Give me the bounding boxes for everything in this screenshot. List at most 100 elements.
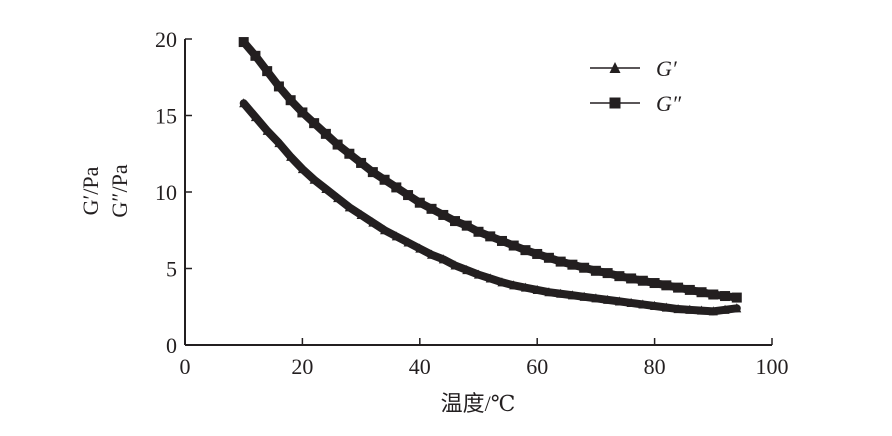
legend-entry: G′ bbox=[590, 56, 678, 81]
data-point bbox=[274, 137, 284, 148]
data-point bbox=[708, 289, 719, 300]
x-tick-label: 60 bbox=[526, 354, 548, 379]
x-tick-label: 80 bbox=[644, 354, 666, 379]
data-point bbox=[661, 302, 671, 312]
x-axis-title: 温度/℃ bbox=[441, 391, 516, 416]
data-point bbox=[262, 66, 273, 77]
data-point bbox=[591, 293, 601, 303]
y-tick-label: 5 bbox=[166, 257, 177, 282]
data-point bbox=[309, 174, 319, 184]
data-point bbox=[438, 209, 449, 220]
data-point bbox=[344, 148, 355, 159]
data-point bbox=[450, 260, 460, 270]
y-tick-label: 10 bbox=[155, 180, 177, 205]
data-point bbox=[391, 231, 401, 241]
data-point bbox=[614, 296, 624, 306]
data-point bbox=[696, 287, 707, 298]
data-point bbox=[673, 282, 684, 293]
data-point bbox=[438, 254, 448, 264]
data-point bbox=[380, 225, 390, 235]
data-point bbox=[321, 183, 331, 193]
data-point bbox=[603, 294, 613, 304]
data-point bbox=[532, 248, 543, 259]
data-point bbox=[708, 306, 718, 316]
data-point bbox=[297, 164, 307, 174]
data-point bbox=[368, 217, 378, 227]
data-point bbox=[427, 249, 437, 259]
series-g-prime bbox=[239, 98, 742, 316]
data-point bbox=[685, 304, 695, 314]
data-point bbox=[356, 209, 366, 219]
data-point bbox=[379, 174, 390, 185]
data-point bbox=[637, 275, 648, 286]
y-axis-title-g-double-prime: G″/Pa bbox=[107, 164, 132, 217]
legend-label: G″ bbox=[656, 91, 682, 116]
data-point bbox=[250, 111, 260, 122]
data-point bbox=[473, 226, 484, 237]
data-point bbox=[720, 291, 731, 302]
x-tick-label: 20 bbox=[291, 354, 313, 379]
data-point bbox=[532, 284, 542, 294]
series-layer bbox=[238, 37, 742, 316]
legend-marker bbox=[609, 97, 621, 109]
data-point bbox=[344, 202, 354, 212]
data-point bbox=[720, 304, 730, 314]
data-point bbox=[602, 268, 613, 279]
data-point bbox=[520, 282, 530, 292]
data-point bbox=[239, 98, 249, 108]
data-point bbox=[474, 269, 483, 279]
data-point bbox=[638, 299, 648, 309]
data-point bbox=[367, 167, 378, 178]
data-point bbox=[508, 240, 519, 251]
series-g-double-prime bbox=[238, 37, 742, 303]
legend-marker bbox=[609, 62, 621, 73]
data-point bbox=[556, 288, 566, 298]
data-point bbox=[509, 280, 519, 290]
data-point bbox=[496, 235, 507, 246]
data-point bbox=[649, 278, 660, 289]
data-point bbox=[273, 81, 284, 92]
y-tick-label: 0 bbox=[166, 333, 177, 358]
data-point bbox=[262, 125, 272, 135]
y-tick-label: 15 bbox=[155, 104, 177, 129]
data-point bbox=[403, 237, 413, 247]
y-tick-label: 20 bbox=[155, 27, 177, 52]
data-point bbox=[579, 262, 590, 273]
data-point bbox=[497, 277, 507, 287]
legend: G′ G″ bbox=[590, 56, 682, 116]
data-point bbox=[309, 118, 320, 129]
data-point bbox=[333, 193, 343, 203]
data-point bbox=[250, 50, 261, 61]
data-point bbox=[732, 303, 742, 313]
x-tick-label: 0 bbox=[180, 354, 191, 379]
data-point bbox=[332, 139, 343, 150]
data-point bbox=[650, 300, 660, 311]
data-point bbox=[450, 216, 461, 227]
data-point bbox=[626, 297, 636, 307]
data-point bbox=[731, 292, 742, 303]
data-point bbox=[485, 273, 495, 283]
data-point bbox=[661, 280, 672, 291]
legend-entry: G″ bbox=[590, 91, 682, 116]
data-point bbox=[285, 95, 296, 106]
data-point bbox=[391, 182, 402, 193]
data-point bbox=[415, 243, 425, 253]
data-point bbox=[626, 273, 637, 284]
data-point bbox=[614, 271, 625, 282]
data-point bbox=[579, 291, 589, 301]
data-point bbox=[555, 256, 566, 267]
data-point bbox=[567, 259, 578, 270]
data-point bbox=[462, 264, 472, 275]
data-point bbox=[673, 303, 683, 314]
data-point bbox=[461, 220, 472, 231]
data-point bbox=[543, 252, 554, 263]
data-point bbox=[297, 107, 308, 118]
y-axis-title-g-prime: G′/Pa bbox=[78, 166, 103, 215]
data-point bbox=[320, 128, 331, 139]
data-point bbox=[356, 157, 367, 168]
data-point bbox=[485, 231, 496, 242]
x-tick-label: 100 bbox=[756, 354, 789, 379]
data-point bbox=[567, 290, 577, 300]
data-point bbox=[697, 305, 707, 315]
